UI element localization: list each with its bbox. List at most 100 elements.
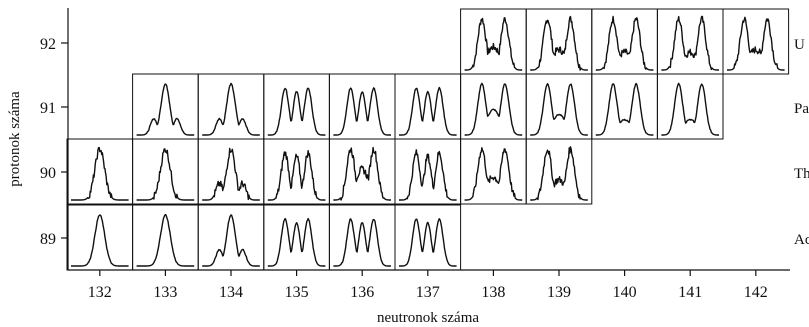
cell-z89-n137 [394,204,462,271]
distribution-curve [267,87,326,136]
cell-z91-n134 [197,73,265,140]
element-label-pa: Pa [794,101,809,117]
cell-frame [525,138,593,205]
cell-frame [328,204,396,271]
x-tick-label: 136 [350,284,374,301]
cell-z90-n139 [525,138,593,205]
cell-frame [197,138,265,205]
element-label-th: Th [794,166,809,182]
cell-z91-n136 [328,73,396,140]
element-label-ac: Ac [794,232,809,248]
distribution-curve [202,147,260,201]
x-tick-label: 132 [88,284,112,301]
ticks-layer: 132 133 134 135 136 137 138 139 140 141 142 89 90 91 9… [40,36,768,301]
distribution-curve [398,217,457,267]
cell-frame [328,73,396,140]
cell-frame [656,8,724,75]
cell-z90-n134 [197,138,265,205]
cell-frame [460,138,527,205]
distribution-curve [333,87,392,136]
cell-z92-n141 [656,8,724,75]
cell-frame [263,73,330,140]
distribution-curve [530,82,588,136]
labels-layer: U Pa Th Ac [794,37,809,248]
cell-z90-n133 [132,138,199,205]
cell-z89-n136 [328,204,396,271]
cell-z91-n139 [525,73,593,140]
distribution-curve [136,148,195,201]
distribution-curve [595,82,654,136]
cells-layer [66,8,790,271]
cell-z91-n137 [394,73,462,140]
cell-z91-n140 [591,73,658,140]
distribution-curve [398,149,457,201]
x-tick-label: 141 [678,284,702,301]
x-tick-label: 135 [285,284,309,301]
distribution-curve [267,217,326,267]
cell-frame [656,73,724,140]
cell-frame [722,8,790,75]
cell-z90-n137 [394,138,462,205]
cell-frame [328,138,396,205]
x-tick-label: 138 [481,284,505,301]
distribution-curve [464,17,523,71]
cell-z90-n136 [328,138,396,205]
x-tick-label: 137 [416,284,440,301]
distribution-curve [70,146,129,201]
x-tick-label: 134 [219,284,243,301]
x-tick-label: 140 [613,284,637,301]
distribution-curve [530,146,588,201]
distribution-curve [136,213,195,267]
cell-z89-n133 [132,204,199,271]
cell-z92-n140 [591,8,658,75]
cell-frame [460,73,527,140]
cell-z91-n135 [263,73,330,140]
y-axis-title: protonok száma [7,91,23,187]
cell-z91-n133 [132,73,199,140]
distribution-curve [202,82,260,136]
distribution-curve [661,15,720,71]
cell-frame [263,204,330,271]
cell-frame [591,8,658,75]
cell-frame [591,73,658,140]
cell-frame [525,73,593,140]
y-tick-label: 89 [40,231,56,248]
distribution-curve [136,83,195,136]
y-tick-label: 91 [40,100,56,117]
cell-z92-n139 [525,8,593,75]
cell-z90-n138 [460,138,527,205]
distribution-curve [202,214,260,267]
cell-z92-n142 [722,8,790,75]
cell-frame [394,204,462,271]
distribution-curve [464,82,523,136]
distribution-curve [333,218,392,267]
distribution-curve [333,146,392,201]
cell-z89-n132 [66,204,134,271]
x-tick-label: 142 [744,284,768,301]
cell-z90-n132 [66,138,134,205]
distribution-curve [595,15,654,71]
distribution-curve [70,214,129,267]
distribution-curve [267,149,326,201]
x-tick-label: 139 [547,284,571,301]
cell-z91-n141 [656,73,724,140]
cell-z89-n135 [263,204,330,271]
axes-layer [67,8,790,271]
element-label-u: U [794,37,805,53]
x-tick-label: 133 [153,284,177,301]
distribution-curve [464,147,523,201]
cell-z90-n135 [263,138,330,205]
distribution-curve [661,82,720,136]
x-axis-title: neutronok száma [377,310,479,326]
distribution-curve [398,86,457,136]
cell-frame [394,73,462,140]
cell-z92-n138 [460,8,527,75]
cell-z91-n138 [460,73,527,140]
y-tick-label: 90 [40,165,56,182]
y-tick-label: 92 [40,36,56,53]
distribution-curve [530,15,588,71]
cell-z89-n134 [197,204,265,271]
cell-frame [394,138,462,205]
distribution-curve [726,16,785,71]
